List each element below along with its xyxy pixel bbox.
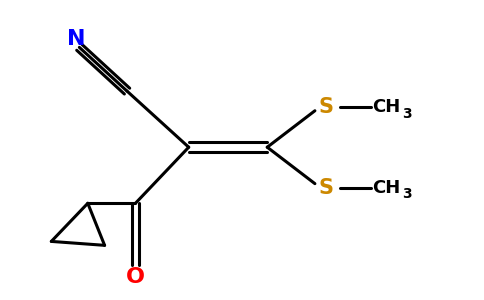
Text: CH: CH [373, 98, 401, 116]
Text: O: O [126, 267, 145, 287]
Text: S: S [318, 178, 333, 198]
Text: 3: 3 [403, 106, 412, 121]
Text: N: N [67, 29, 86, 49]
Text: S: S [318, 97, 333, 117]
Text: CH: CH [373, 178, 401, 196]
Text: 3: 3 [403, 187, 412, 201]
